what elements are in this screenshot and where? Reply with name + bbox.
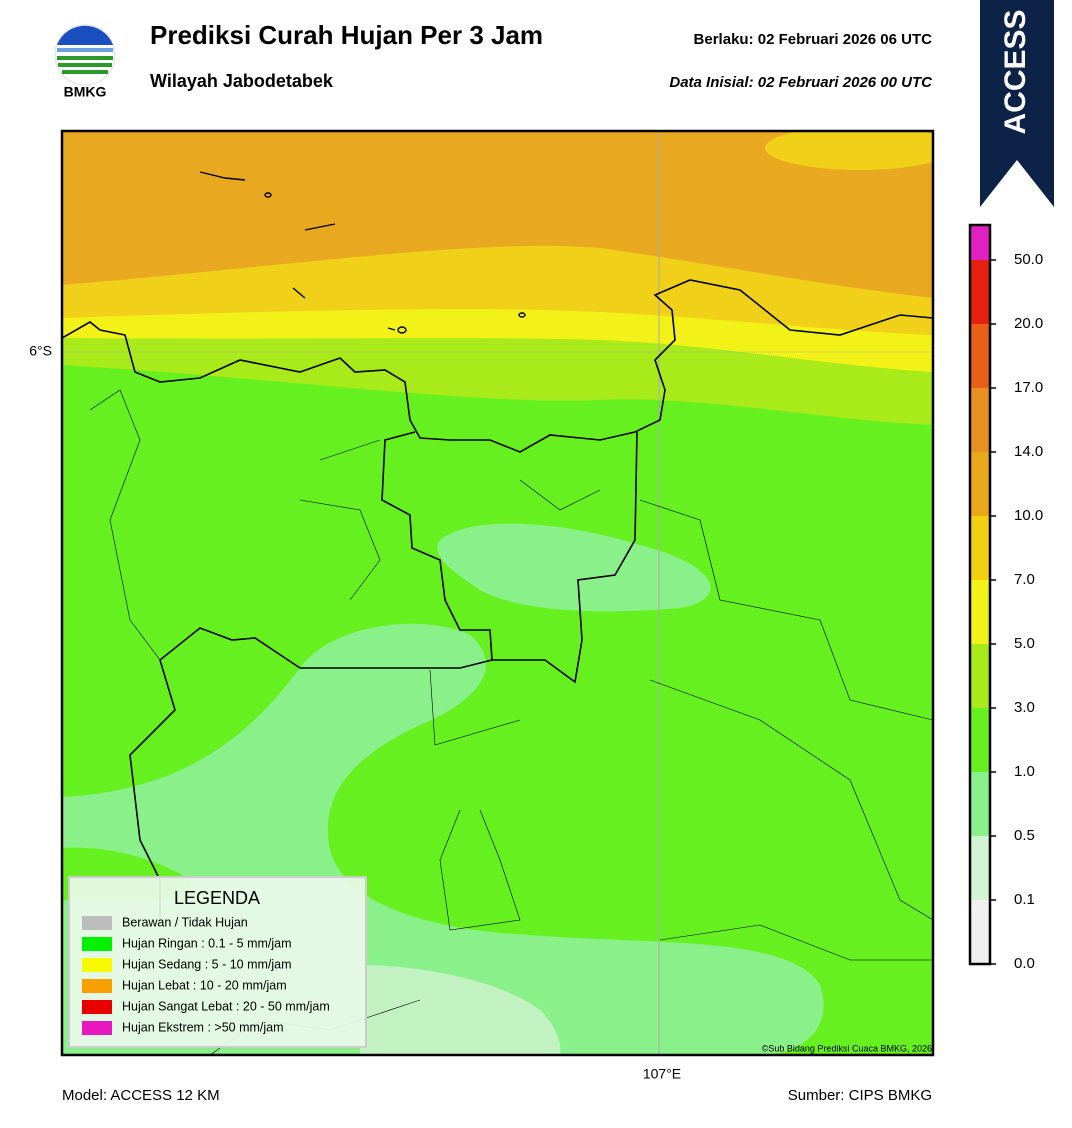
colorbar-segment (970, 772, 990, 836)
badge (980, 0, 1054, 207)
colorbar-segment (970, 900, 990, 964)
logo-text: BMKG (64, 84, 107, 100)
colorbar-segment (970, 644, 990, 708)
colorbar-segment (970, 225, 990, 260)
logo: BMKG (54, 24, 116, 100)
legend-swatch (82, 979, 112, 993)
legend-label: Hujan Lebat : 10 - 20 mm/jam (122, 978, 287, 992)
credit: ©Sub Bidang Prediksi Cuaca BMKG, 2026 (762, 1043, 932, 1053)
colorbar-segment (970, 260, 990, 324)
badge-text: ACCESS (999, 9, 1032, 134)
colorbar-segment (970, 388, 990, 452)
legend-label: Hujan Sedang : 5 - 10 mm/jam (122, 957, 292, 971)
colorbar-tick-label: 0.1 (1014, 891, 1035, 908)
colorbar-tick-label: 3.0 (1014, 699, 1035, 716)
legend-label: Hujan Sangat Lebat : 20 - 50 mm/jam (122, 999, 330, 1013)
colorbar-segment (970, 708, 990, 772)
colorbar-tick-label: 7.0 (1014, 571, 1035, 588)
colorbar-segment (970, 836, 990, 900)
colorbar-segment (970, 516, 990, 580)
colorbar-tick-label: 50.0 (1014, 251, 1043, 268)
colorbar-tick-label: 20.0 (1014, 315, 1043, 332)
model-label: Model: ACCESS 12 KM (62, 1087, 220, 1104)
colorbar-tick-label: 1.0 (1014, 763, 1035, 780)
colorbar-tick-label: 10.0 (1014, 507, 1043, 524)
legend: LEGENDA Berawan / Tidak Hujan Hujan Ringa… (68, 876, 367, 1048)
legend-title: LEGENDA (174, 888, 260, 908)
title: Prediksi Curah Hujan Per 3 Jam (150, 20, 543, 50)
colorbar-tick-label: 0.0 (1014, 955, 1035, 972)
legend-swatch (82, 916, 112, 930)
lon-label: 107°E (643, 1066, 681, 1082)
colorbar-frame (968, 223, 992, 966)
source-label: Sumber: CIPS BMKG (788, 1087, 932, 1104)
lat-label: 6°S (29, 343, 52, 359)
colorbar-segment (970, 324, 990, 388)
legend-swatch (82, 1000, 112, 1014)
valid-time: Berlaku: 02 Februari 2026 06 UTC (694, 31, 933, 48)
legend-label: Hujan Ekstrem : >50 mm/jam (122, 1020, 284, 1034)
legend-label: Hujan Ringan : 0.1 - 5 mm/jam (122, 936, 292, 950)
colorbar-tick-label: 17.0 (1014, 379, 1043, 396)
colorbar-segment (970, 580, 990, 644)
colorbar-tick-label: 5.0 (1014, 635, 1035, 652)
legend-label: Berawan / Tidak Hujan (122, 915, 248, 929)
legend-swatch (82, 1021, 112, 1035)
legend-swatch (82, 958, 112, 972)
colorbar-tick-label: 0.5 (1014, 827, 1035, 844)
legend-swatch (82, 937, 112, 951)
subtitle: Wilayah Jabodetabek (150, 71, 334, 91)
init-time: Data Inisial: 02 Februari 2026 00 UTC (669, 74, 933, 91)
map-frame (60, 129, 935, 1057)
colorbar-segment (970, 452, 990, 516)
colorbar-tick-label: 14.0 (1014, 443, 1043, 460)
colorbar: 0.0 0.1 0.5 1.0 3.0 5.0 7.0 10.0 14.0 17.0 20.0 50.… (968, 223, 1043, 972)
